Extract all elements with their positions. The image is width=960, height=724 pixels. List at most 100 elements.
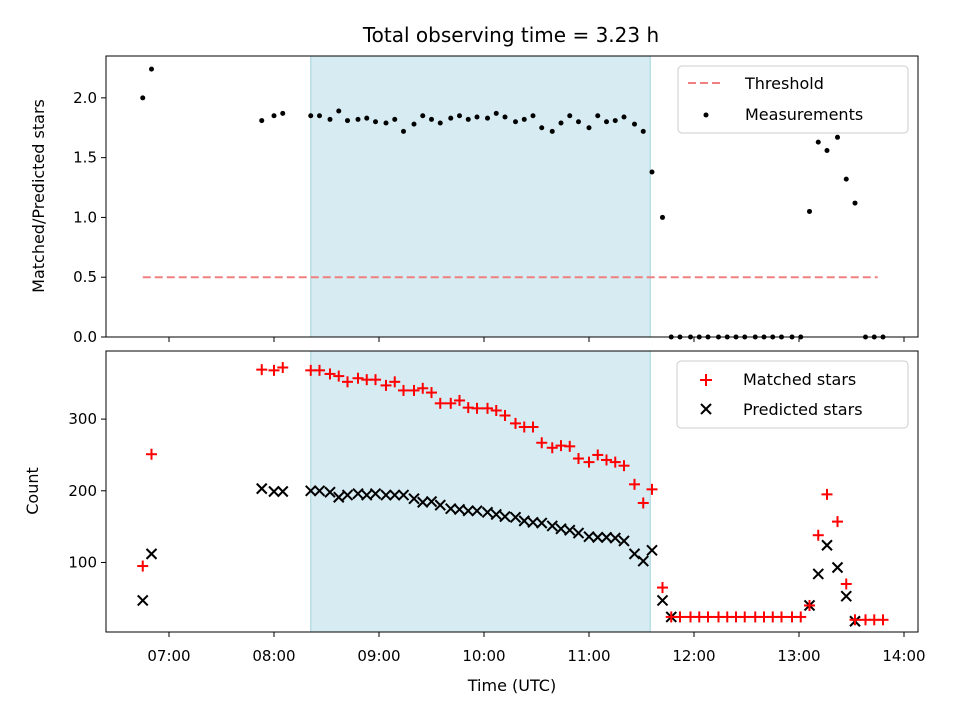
matched-stars-point <box>499 410 511 422</box>
predicted-stars-point <box>490 508 502 521</box>
bottom-y-ticks: 100 200 300 <box>68 410 106 571</box>
matched-stars-point <box>592 449 604 461</box>
bottom-x-tick-label: 14:00 <box>882 647 925 665</box>
top-shaded-span <box>310 55 651 338</box>
matched-stars-point <box>877 614 889 626</box>
measurement-point <box>457 113 462 119</box>
predicted-stars-point <box>352 487 364 500</box>
predicted-stars-point <box>324 486 336 498</box>
measurement-point <box>392 116 398 122</box>
matched-stars-point <box>398 384 409 396</box>
measurement-point <box>355 116 361 122</box>
legend-matched-swatch <box>700 374 712 386</box>
matched-stars-point <box>137 560 149 572</box>
matched-stars-point <box>333 370 345 382</box>
predicted-stars-point <box>380 489 392 501</box>
measurement-point <box>824 147 830 153</box>
matched-stars-point <box>609 456 621 468</box>
measurement-point <box>271 113 277 119</box>
matched-stars-point <box>426 387 437 399</box>
measurement-point <box>815 139 821 145</box>
predicted-stars-point <box>333 491 345 503</box>
chart-title: Total observing time = 3.23 h <box>362 23 659 47</box>
top-y-tick-label: 1.0 <box>73 208 97 226</box>
measurement-point <box>530 113 536 119</box>
measurement-point <box>401 128 406 134</box>
predicted-stars-point <box>256 482 268 495</box>
predicted-stars-point <box>361 489 373 501</box>
bottom-x-tick-label: 07:00 <box>147 647 190 665</box>
predicted-stars-point <box>471 505 483 517</box>
predicted-stars-point <box>341 489 354 501</box>
measurement-point <box>567 113 573 119</box>
matched-stars-point <box>637 497 649 509</box>
matched-stars-point <box>380 379 392 391</box>
top-y-tick-label: 2.0 <box>73 89 97 107</box>
matched-stars-point <box>601 454 612 466</box>
measurement-point <box>317 113 322 119</box>
measurement-point <box>364 115 370 121</box>
matched-stars-point <box>702 611 714 623</box>
predicted-stars-point <box>812 568 824 580</box>
matched-stars-point <box>389 376 401 388</box>
measurement-point <box>852 200 858 206</box>
matched-stars-point <box>646 483 658 495</box>
measurement-point <box>493 110 499 116</box>
predicted-stars-point <box>656 594 669 607</box>
matched-stars-point <box>454 394 465 406</box>
measurement-point <box>149 66 154 72</box>
measurement-point <box>640 128 646 134</box>
measurement-point <box>621 114 627 120</box>
matched-stars-point <box>434 397 446 409</box>
top-y-axis-label: Matched/Predicted stars <box>29 99 48 293</box>
matched-stars-point <box>146 448 157 460</box>
top-legend-frame <box>677 65 909 134</box>
matched-stars-point <box>573 453 584 465</box>
bottom-shaded-span <box>310 350 651 633</box>
measurement-point <box>539 125 545 131</box>
bottom-x-tick-label: 12:00 <box>672 647 715 665</box>
predicted-stars-point <box>453 503 466 516</box>
bottom-y-tick-label: 200 <box>68 482 97 500</box>
predicted-stars-point <box>481 506 494 518</box>
measurement-point <box>595 113 601 119</box>
predicted-stars-point <box>462 505 474 517</box>
predicted-stars-point <box>509 511 522 524</box>
matched-stars-point <box>352 372 364 384</box>
matched-stars-point <box>674 611 686 623</box>
measurement-point <box>327 116 333 122</box>
predicted-stars-point <box>628 548 641 560</box>
predicted-stars-point <box>536 517 548 529</box>
measurement-point <box>336 108 342 114</box>
predicted-stars-point <box>305 485 317 497</box>
bottom-x-axis-label: Time (UTC) <box>467 676 556 695</box>
matched-stars-point <box>583 456 595 468</box>
matched-stars-point <box>324 368 336 380</box>
matched-stars-point <box>445 397 457 409</box>
bottom-x-tick-label: 10:00 <box>462 647 505 665</box>
measurement-point <box>807 208 812 214</box>
top-y-tick-label: 1.5 <box>73 149 97 167</box>
measurement-point <box>660 214 665 220</box>
legend-measurements-swatch <box>703 112 709 118</box>
matched-stars-series <box>137 361 889 626</box>
bottom-y-tick-label: 300 <box>68 410 97 428</box>
measurement-point <box>576 119 581 125</box>
measurement-point <box>465 116 471 122</box>
top-y-tick-label: 0.5 <box>73 268 97 286</box>
predicted-stars-point <box>572 527 585 539</box>
legend-measurements-label: Measurements <box>745 105 863 124</box>
top-axes-frame <box>105 55 919 338</box>
top-y-tick-label: 0.0 <box>73 328 97 346</box>
bottom-y-tick-label: 100 <box>68 553 97 571</box>
matched-stars-point <box>268 364 280 376</box>
measurement-point <box>558 120 564 126</box>
legend-predicted-swatch <box>700 403 712 415</box>
measurement-point <box>604 119 609 125</box>
measurement-point <box>513 119 518 125</box>
matched-stars-point <box>546 442 558 454</box>
measurement-point <box>649 169 655 175</box>
matched-stars-point <box>832 516 843 528</box>
predicted-stars-point <box>618 535 630 547</box>
